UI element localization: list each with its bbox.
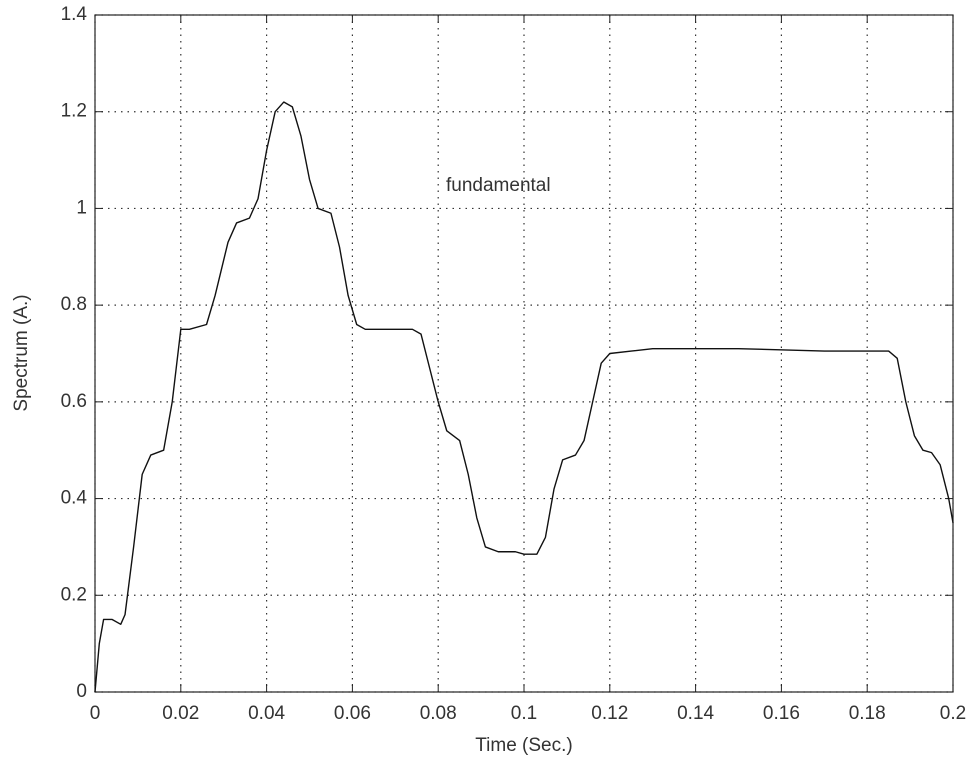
x-tick-label: 0.06	[334, 703, 371, 724]
x-tick-label: 0.04	[248, 703, 285, 724]
x-axis-label: Time (Sec.)	[475, 735, 572, 756]
y-tick-label: 0.2	[61, 584, 87, 605]
y-tick-label: 1.4	[61, 4, 88, 25]
y-axis-label: Spectrum (A.)	[11, 294, 32, 411]
annotation: fundamental	[446, 175, 551, 196]
x-tick-label: 0.2	[940, 703, 966, 724]
y-tick-label: 0	[76, 681, 87, 702]
x-tick-label: 0.14	[677, 703, 714, 724]
x-tick-label: 0.16	[763, 703, 800, 724]
x-tick-label: 0	[90, 703, 101, 724]
x-tick-label: 0.1	[511, 703, 537, 724]
y-tick-label: 1	[76, 197, 87, 218]
x-tick-label: 0.18	[849, 703, 886, 724]
y-tick-label: 0.4	[61, 488, 88, 509]
x-tick-label: 0.12	[591, 703, 628, 724]
y-tick-label: 1.2	[61, 101, 87, 122]
data-line	[94, 101, 954, 693]
x-tick-label: 0.08	[420, 703, 457, 724]
y-tick-label: 0.6	[61, 391, 87, 412]
x-tick-label: 0.02	[162, 703, 199, 724]
y-tick-label: 0.8	[61, 294, 87, 315]
